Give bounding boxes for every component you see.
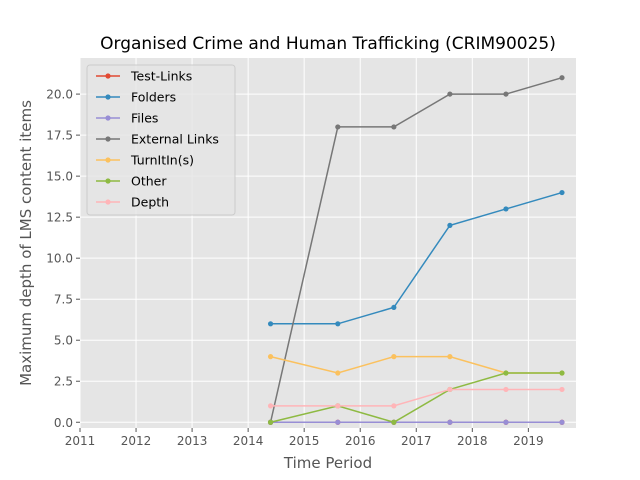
legend-box [86,64,236,216]
data-point [503,386,509,393]
data-point [447,222,453,228]
x-tick-label: 2012 [121,434,152,448]
legend-item: TurnItIn(s) [96,153,194,168]
legend-swatch-marker [105,94,111,100]
data-point [503,206,509,212]
series-layer [267,75,565,425]
x-tick-label: 2013 [177,434,208,448]
series-depth [267,386,565,409]
legend-swatch-marker [105,136,111,142]
y-tick-label: 10.0 [46,252,73,266]
data-point [391,403,397,409]
data-point [267,419,274,425]
x-axis-label: Time Period [283,454,372,472]
data-point [559,386,565,393]
x-tick-label: 2014 [233,434,264,448]
legend-item: Depth [96,195,169,210]
y-axis-label: Maximum depth of LMS content items [17,100,35,386]
y-tick-label: 0.0 [54,416,73,430]
data-point [503,419,509,425]
data-point [503,91,509,97]
y-tick-label: 12.5 [46,211,73,225]
legend-swatch-marker [105,199,111,205]
data-point [335,403,341,409]
data-point [335,419,341,425]
data-point [447,91,453,97]
x-tick-label: 2019 [513,434,544,448]
legend-item: Files [96,111,158,126]
data-point [391,304,397,311]
legend-label: Files [131,111,158,126]
legend-item: Folders [96,90,176,105]
series-line [269,76,563,423]
y-tick-label: 15.0 [46,170,73,184]
data-point [391,419,397,425]
legend-swatch-marker [105,157,111,163]
data-point [503,370,509,376]
y-tick-label: 7.5 [54,293,73,307]
legend-label: Depth [131,195,169,210]
legend-swatch-marker [105,73,111,79]
y-tick-label: 20.0 [46,88,73,102]
data-point [559,419,565,425]
x-tick-label: 2015 [289,434,320,448]
data-point [447,419,453,425]
legend-item: Other [96,174,167,189]
series-line [270,372,562,424]
legend-item: External Links [96,132,219,147]
data-point [267,354,274,360]
data-point [335,321,341,327]
data-point [447,354,453,360]
data-point [267,403,274,409]
data-point [267,321,274,327]
legend-label: Folders [131,90,176,105]
x-tick-label: 2017 [401,434,432,448]
data-point [335,370,341,376]
series-line [270,388,562,407]
legend-item: Test-Links [96,69,192,84]
data-point [559,75,565,81]
legend-label: Other [131,174,167,189]
y-tick-label: 2.5 [54,375,73,389]
x-axis-ticks: 2011 2012 2013 2014 2015 2016 2017 2018 2019 [65,428,544,448]
data-point [559,370,565,376]
y-tick-label: 5.0 [54,334,73,348]
x-tick-label: 2018 [457,434,488,448]
legend-label: TurnItIn(s) [130,153,194,168]
series-line [270,191,563,325]
x-tick-label: 2016 [345,434,376,448]
legend-swatch-marker [105,178,111,184]
data-point [391,124,397,130]
data-point [559,189,565,196]
series-folders [267,189,565,327]
legend: Test-Links Folders Files External Links Turn… [86,64,236,216]
x-tick-label: 2011 [65,434,96,448]
legend-label: External Links [131,132,219,147]
y-tick-label: 17.5 [46,129,73,143]
chart-title: Organised Crime and Human Trafficking (C… [100,34,556,54]
data-point [335,124,341,130]
legend-label: Test-Links [130,69,192,84]
data-point [391,354,397,360]
data-point [447,386,453,393]
y-axis-ticks: 0.0 2.5 5.0 7.5 10.0 12.5 15.0 17.5 20.0 [46,88,80,430]
legend-swatch-marker [105,115,111,121]
